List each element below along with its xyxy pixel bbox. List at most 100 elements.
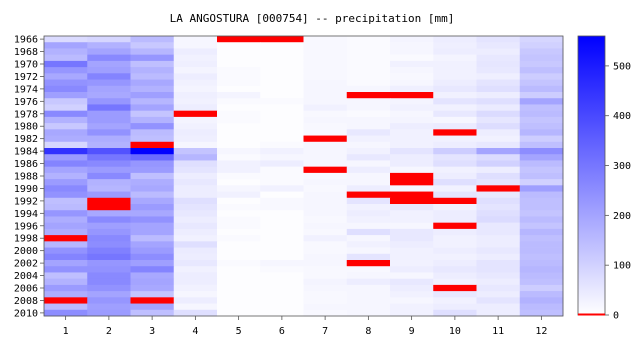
heatmap-cell bbox=[130, 278, 175, 286]
heatmap-cell bbox=[476, 309, 521, 317]
heatmap-cell bbox=[260, 253, 304, 261]
heatmap-cell bbox=[519, 260, 564, 267]
heatmap-cell bbox=[173, 291, 218, 298]
heatmap-cell bbox=[44, 129, 88, 136]
heatmap-cell bbox=[303, 160, 348, 168]
heatmap-cell bbox=[303, 104, 348, 112]
heatmap-cell bbox=[87, 260, 131, 267]
heatmap-cell bbox=[433, 216, 477, 224]
heatmap-cell bbox=[217, 191, 261, 199]
heatmap-cell bbox=[130, 210, 175, 217]
x-tick-label: 1 bbox=[63, 326, 69, 337]
heatmap-cell-missing bbox=[433, 284, 477, 292]
heatmap-cell bbox=[476, 116, 521, 124]
heatmap-cell bbox=[44, 284, 88, 292]
heatmap-cell bbox=[44, 54, 88, 62]
heatmap-cell bbox=[87, 48, 131, 56]
y-tick-label: 1966 bbox=[14, 35, 38, 46]
heatmap-cell bbox=[519, 284, 564, 292]
heatmap-cell bbox=[130, 123, 175, 130]
heatmap-cell bbox=[346, 228, 391, 236]
heatmap-cell bbox=[217, 222, 261, 230]
heatmap-cell bbox=[173, 54, 218, 62]
heatmap-cell bbox=[519, 48, 564, 56]
heatmap-cell bbox=[476, 36, 521, 43]
heatmap-cell bbox=[519, 154, 564, 161]
heatmap-cell bbox=[390, 216, 434, 224]
heatmap-cell bbox=[87, 185, 131, 192]
heatmap-cell bbox=[346, 247, 391, 255]
colorbar-tick-label: 400 bbox=[613, 111, 631, 122]
heatmap-cell bbox=[519, 228, 564, 236]
heatmap-cell bbox=[130, 235, 175, 242]
heatmap-cell bbox=[217, 42, 261, 49]
heatmap-cell bbox=[130, 166, 175, 174]
heatmap-cell bbox=[87, 191, 131, 199]
heatmap-cell bbox=[260, 179, 304, 186]
heatmap-cell bbox=[519, 253, 564, 261]
heatmap-cell bbox=[390, 309, 434, 317]
heatmap-cell bbox=[217, 309, 261, 317]
heatmap-cell bbox=[303, 129, 348, 136]
heatmap-cell bbox=[433, 253, 477, 261]
heatmap-cell bbox=[433, 48, 477, 56]
heatmap-cell bbox=[476, 135, 521, 143]
heatmap-cell bbox=[433, 210, 477, 217]
heatmap-cell bbox=[519, 210, 564, 217]
heatmap-cell bbox=[346, 303, 391, 311]
y-tick-label: 1976 bbox=[14, 97, 38, 108]
heatmap-cell bbox=[390, 266, 434, 273]
heatmap-cell bbox=[476, 247, 521, 255]
heatmap-cell-missing bbox=[173, 110, 218, 118]
heatmap-cell bbox=[390, 278, 434, 286]
x-tick-label: 8 bbox=[365, 326, 371, 337]
heatmap-cell bbox=[260, 141, 304, 149]
heatmap-cell bbox=[87, 73, 131, 80]
heatmap-cell bbox=[217, 129, 261, 136]
heatmap-cell-missing bbox=[87, 197, 131, 205]
heatmap-cell bbox=[44, 260, 88, 267]
heatmap-cell bbox=[433, 54, 477, 62]
heatmap-cell bbox=[87, 222, 131, 230]
heatmap-cell bbox=[130, 60, 175, 68]
heatmap-cell bbox=[346, 272, 391, 280]
heatmap-cell bbox=[476, 197, 521, 205]
heatmap-cell bbox=[217, 260, 261, 267]
y-tick-label: 1996 bbox=[14, 221, 38, 232]
y-tick-label: 2004 bbox=[14, 271, 38, 282]
heatmap-cell bbox=[217, 284, 261, 292]
heatmap-cell bbox=[44, 253, 88, 261]
heatmap-cell bbox=[173, 309, 218, 317]
heatmap-cell bbox=[87, 241, 131, 248]
heatmap-cell bbox=[519, 179, 564, 186]
y-tick-label: 1968 bbox=[14, 47, 38, 58]
heatmap-cell bbox=[260, 79, 304, 87]
heatmap-cell bbox=[260, 129, 304, 136]
heatmap-cell bbox=[44, 241, 88, 248]
heatmap-cell bbox=[346, 98, 391, 105]
heatmap-cell bbox=[346, 116, 391, 124]
y-tick-label: 2008 bbox=[14, 296, 38, 307]
heatmap-cell-missing bbox=[130, 141, 175, 149]
heatmap-cell bbox=[87, 110, 131, 118]
heatmap-cell bbox=[303, 67, 348, 74]
heatmap-cell bbox=[476, 253, 521, 261]
heatmap-cell bbox=[217, 73, 261, 80]
heatmap-cell bbox=[44, 73, 88, 80]
heatmap-cell bbox=[87, 235, 131, 242]
heatmap-cell bbox=[130, 179, 175, 186]
heatmap-cell bbox=[217, 110, 261, 118]
heatmap-cell bbox=[476, 241, 521, 248]
heatmap-cell bbox=[390, 160, 434, 168]
heatmap-cell bbox=[173, 85, 218, 93]
heatmap-cell bbox=[173, 36, 218, 43]
heatmap-cell bbox=[217, 141, 261, 149]
heatmap-cell bbox=[519, 160, 564, 168]
heatmap-cell bbox=[260, 67, 304, 74]
heatmap-cell bbox=[519, 67, 564, 74]
heatmap-cell bbox=[476, 228, 521, 236]
heatmap-cell bbox=[433, 116, 477, 124]
heatmap-cell bbox=[390, 73, 434, 80]
heatmap-cell bbox=[519, 266, 564, 273]
